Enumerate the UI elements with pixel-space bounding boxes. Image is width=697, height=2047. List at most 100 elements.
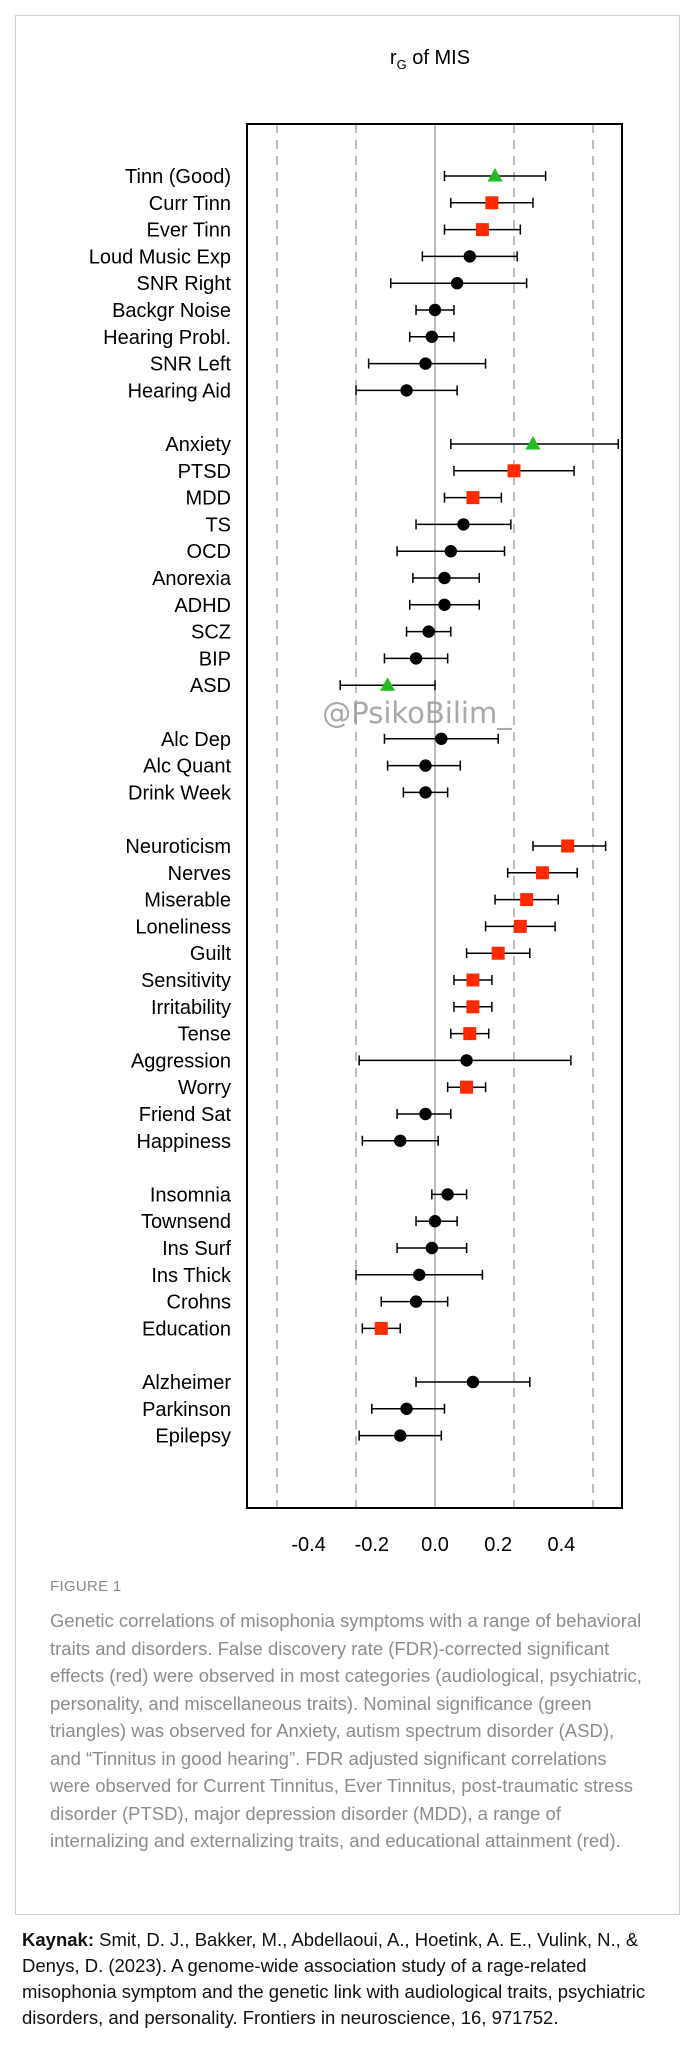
row-label: OCD [187, 541, 231, 563]
row-label: SCZ [191, 622, 231, 644]
row-label: Ins Surf [162, 1238, 231, 1260]
row-label: Alc Quant [143, 756, 231, 778]
row-label: Tinn (Good) [125, 166, 231, 188]
point-circle [428, 303, 442, 317]
point-circle [438, 598, 451, 611]
caption-text: Genetic correlations of misophonia sympt… [50, 1610, 642, 1851]
point-circle [422, 625, 435, 638]
figure-caption: FIGURE 1 Genetic correlations of misopho… [50, 1578, 650, 1855]
row-label: Hearing Aid [128, 380, 231, 402]
point-triangle [487, 168, 503, 182]
point-square [520, 893, 534, 907]
x-axis: -0.4 -0.2 0.0 0.2 0.4 [291, 1534, 575, 1556]
row-label: Loneliness [135, 916, 231, 938]
point-circle [435, 732, 448, 745]
watermark: @PsikoBilim_ [322, 696, 512, 730]
point-circle [428, 1215, 442, 1228]
point-square [466, 491, 480, 505]
row-label: Nerves [168, 863, 231, 885]
row-label: Hearing Probl. [103, 327, 231, 349]
row-label: BIP [199, 648, 231, 670]
data-marks [339, 168, 620, 1442]
row-label: SNR Left [150, 354, 232, 376]
row-label: Epilepsy [155, 1426, 231, 1448]
row-label: Aggression [131, 1050, 231, 1072]
x-tick-label: -0.4 [291, 1534, 325, 1556]
point-square [466, 973, 480, 987]
point-circle [394, 1429, 407, 1442]
point-circle [419, 786, 432, 799]
row-label: Worry [178, 1077, 231, 1099]
source-label: Kaynak: [22, 1929, 94, 1950]
point-circle [409, 652, 423, 665]
point-square [466, 1000, 480, 1014]
point-circle [425, 1241, 439, 1255]
row-labels: Tinn (Good) Curr Tinn Ever Tinn Loud Music … [89, 166, 232, 1448]
point-square [485, 196, 499, 210]
point-circle [457, 518, 470, 531]
row-label: Crohns [167, 1292, 231, 1314]
row-label: SNR Right [137, 273, 232, 295]
row-label: Backgr Noise [112, 300, 231, 322]
x-tick-label: 0.0 [421, 1534, 449, 1556]
figure-card [15, 15, 680, 1915]
point-circle [400, 384, 413, 397]
point-circle [463, 250, 476, 263]
point-square [507, 464, 521, 478]
row-label: Miserable [144, 890, 231, 912]
chart-title: rG of MIS [390, 47, 470, 72]
point-circle [460, 1054, 473, 1067]
point-circle [413, 1268, 426, 1282]
point-triangle [380, 677, 396, 691]
row-label: Ever Tinn [147, 220, 231, 242]
row-label: ADHD [174, 595, 231, 617]
point-circle [419, 759, 432, 772]
row-label: Anorexia [152, 568, 232, 590]
point-circle [450, 277, 464, 290]
row-label: Tense [178, 1024, 231, 1046]
chart-title-subscript: G [397, 57, 407, 72]
row-label: Ins Thick [151, 1265, 232, 1287]
point-square [374, 1321, 388, 1335]
chart-title-suffix: of MIS [407, 47, 470, 69]
row-label: Happiness [136, 1131, 231, 1153]
source-citation: Kaynak: Smit, D. J., Bakker, M., Abdella… [22, 1927, 682, 2031]
forest-plot: rG of MIS Tinn (Good) Curr Tinn Ever Tinn L… [89, 47, 623, 1556]
point-circle [441, 1188, 454, 1201]
chart-title-prefix: r [390, 47, 397, 69]
point-circle [438, 571, 451, 585]
row-label: Sensitivity [141, 970, 231, 992]
point-square [561, 839, 575, 853]
row-label: Education [142, 1318, 231, 1340]
row-label: Neuroticism [125, 836, 231, 858]
row-label: Friend Sat [139, 1104, 232, 1126]
row-label: Drink Week [128, 782, 232, 804]
point-square [513, 919, 527, 933]
row-label: Guilt [190, 943, 232, 965]
point-triangle [525, 436, 541, 450]
source-text: Smit, D. J., Bakker, M., Abdellaoui, A.,… [22, 1929, 646, 2028]
row-label: Insomnia [150, 1184, 232, 1206]
x-tick-label: 0.2 [484, 1534, 512, 1556]
point-circle [425, 330, 439, 343]
point-square [460, 1080, 474, 1094]
point-circle [444, 545, 457, 558]
point-circle [466, 1375, 480, 1389]
point-circle [394, 1134, 407, 1148]
point-circle [409, 1295, 423, 1308]
point-circle [419, 1107, 432, 1121]
row-label: Alzheimer [142, 1372, 231, 1394]
row-label: TS [205, 514, 231, 536]
point-square [463, 1027, 477, 1041]
row-label: Parkinson [142, 1399, 231, 1421]
row-label: PTSD [178, 461, 231, 483]
row-label: ASD [190, 675, 231, 697]
point-square [475, 223, 489, 237]
row-label: Townsend [141, 1211, 231, 1233]
row-label: Irritability [151, 997, 231, 1019]
point-circle [419, 357, 432, 370]
x-tick-label: -0.2 [355, 1534, 389, 1556]
x-tick-label: 0.4 [547, 1534, 575, 1556]
point-square [535, 866, 549, 880]
row-label: Curr Tinn [149, 193, 231, 215]
